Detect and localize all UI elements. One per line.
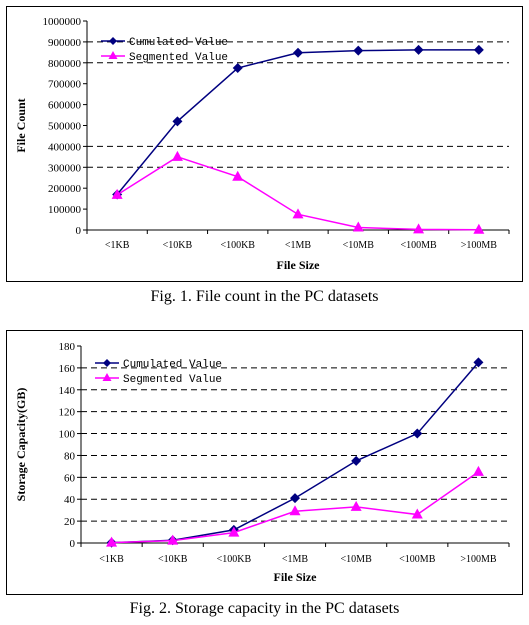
data-point-triangle [289, 505, 301, 516]
data-point-diamond [413, 44, 424, 55]
x-axis-title: File Size [274, 570, 318, 584]
x-tick-label: <1KB [105, 240, 130, 251]
data-point-diamond [473, 44, 484, 55]
y-axis-title: File Count [14, 98, 28, 152]
data-point-triangle [472, 465, 484, 476]
data-point-triangle [167, 534, 179, 545]
data-point-diamond [172, 116, 183, 127]
data-point-diamond [353, 45, 364, 56]
x-tick-label: >100MB [460, 554, 497, 565]
y-tick-label: 900000 [48, 37, 82, 49]
x-tick-label: <10MB [341, 554, 373, 565]
data-point-triangle [171, 150, 183, 161]
y-tick-label: 0 [70, 538, 76, 550]
y-tick-label: 0 [76, 225, 82, 237]
series-line [116, 49, 479, 195]
y-tick-label: 300000 [48, 162, 82, 174]
y-tick-label: 20 [64, 516, 76, 528]
data-point-diamond [290, 493, 300, 504]
x-tick-label: <1KB [99, 554, 124, 565]
y-tick-label: 800000 [48, 58, 82, 70]
legend-label: Segmented Value [123, 374, 222, 386]
data-point-diamond [473, 357, 484, 368]
x-tick-label: <100KB [217, 554, 252, 565]
x-tick-label: <100KB [220, 240, 255, 251]
legend-marker-triangle [102, 373, 112, 381]
data-point-triangle [232, 170, 244, 181]
x-axis-title: File Size [277, 258, 321, 272]
data-point-diamond [293, 47, 303, 58]
y-tick-label: 100000 [48, 204, 82, 216]
y-axis-title: Storage Capacity(GB) [14, 388, 28, 502]
legend-label: Segmented Value [129, 52, 228, 64]
y-tick-label: 60 [64, 472, 76, 484]
file-count-chart: 0 100000 200000 300000 400000 500000 600000 700… [14, 16, 510, 272]
data-point-triangle [292, 208, 304, 219]
y-tick-label: 400000 [48, 141, 82, 153]
legend-marker-diamond [103, 359, 111, 367]
x-tick-label: >100MB [461, 240, 498, 251]
legend-marker-triangle [108, 51, 118, 59]
y-tick-label: 120 [59, 407, 76, 419]
x-tick-label: <10MB [343, 240, 375, 251]
y-tick-label: 180 [59, 341, 76, 353]
data-point-triangle [350, 500, 362, 511]
y-tick-label: 160 [59, 363, 76, 375]
y-tick-label: 500000 [48, 121, 82, 133]
legend-label: Cumulated Value [123, 359, 222, 371]
x-tick-label: <100MB [399, 554, 436, 565]
x-tick-label: <100MB [400, 240, 437, 251]
y-tick-label: 200000 [48, 183, 82, 195]
figure-caption: Fig. 2. Storage capacity in the PC datas… [129, 600, 400, 617]
data-point-triangle [111, 188, 123, 199]
data-point-triangle [411, 508, 423, 519]
y-tick-label: 140 [59, 385, 76, 397]
y-tick-label: 600000 [48, 100, 82, 112]
legend-marker-diamond [109, 37, 117, 45]
data-point-triangle [352, 221, 364, 232]
data-point-diamond [232, 63, 243, 74]
figure-caption: Fig. 1. File count in the PC datasets [150, 288, 379, 305]
x-tick-label: <10KB [163, 240, 193, 251]
data-point-diamond [412, 428, 423, 439]
legend-label: Cumulated Value [129, 37, 228, 49]
data-point-triangle [413, 223, 425, 234]
x-tick-label: <1MB [282, 554, 309, 565]
y-tick-label: 700000 [48, 79, 82, 91]
x-tick-label: <10KB [158, 554, 188, 565]
data-point-triangle [473, 223, 485, 234]
data-point-diamond [351, 455, 362, 466]
y-tick-label: 100 [59, 429, 76, 441]
y-tick-label: 40 [64, 494, 76, 506]
data-point-triangle [228, 526, 240, 537]
storage-capacity-chart: 0 20 40 60 80 100 120 140 160 180 <1KB <10KB <100KB <… [14, 341, 510, 584]
y-tick-label: 1000000 [43, 16, 82, 28]
chart-frame-file-count: 0 100000 200000 300000 400000 500000 600000 700… [6, 6, 523, 282]
chart-frame-storage-capacity: 0 20 40 60 80 100 120 140 160 180 <1KB <10KB <100KB <… [6, 330, 523, 595]
y-tick-label: 80 [64, 450, 76, 462]
x-tick-label: <1MB [285, 240, 312, 251]
data-point-triangle [106, 536, 118, 547]
